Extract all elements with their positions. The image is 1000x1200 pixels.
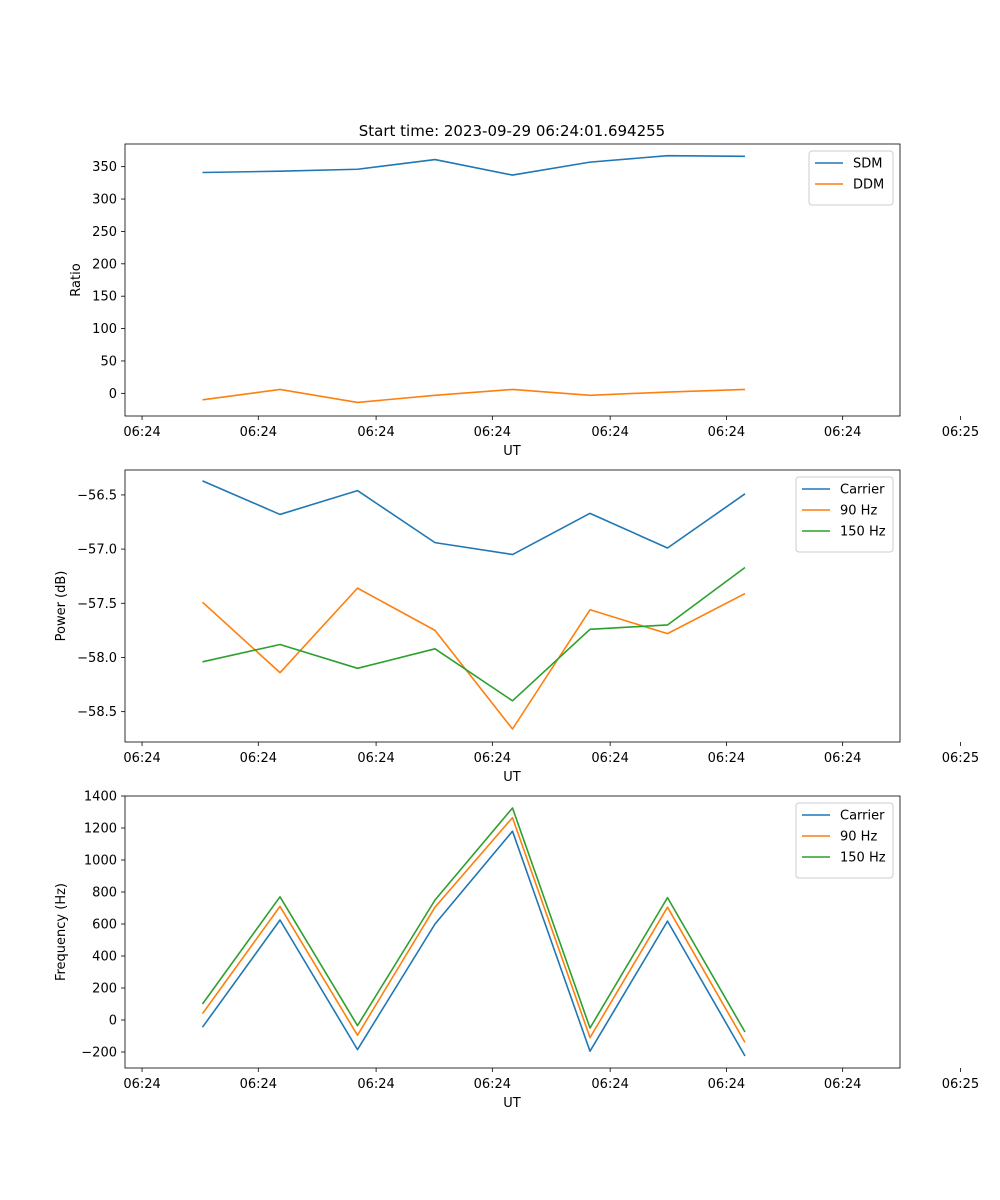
power-y-axis-label: Power (dB) xyxy=(54,571,69,642)
power-x-tick-label: 06:25 xyxy=(942,751,979,766)
ratio-y-tick-label: 350 xyxy=(92,160,117,175)
frequency-y-tick-label: −200 xyxy=(81,1046,117,1061)
ratio-legend: SDM DDM xyxy=(808,150,894,206)
frequency-x-tick-label: 06:24 xyxy=(240,1077,277,1092)
frequency-legend-box xyxy=(795,802,894,879)
power-y-tick-label: −58.5 xyxy=(77,705,117,720)
frequency-y-tick-label: 200 xyxy=(92,982,117,997)
power-axes-frame xyxy=(124,469,901,743)
power-y-tick-label: −56.5 xyxy=(77,488,117,503)
frequency-y-tick-label: 1400 xyxy=(84,790,117,805)
ratio-legend-ddm-label: DDM xyxy=(853,178,884,193)
ratio-y-tick-label: 100 xyxy=(92,322,117,337)
frequency-legend: Carrier 90 Hz 150 Hz xyxy=(795,802,894,879)
ratio-series-ddm-line xyxy=(202,388,746,404)
frequency-x-tick-label: 06:24 xyxy=(824,1077,861,1092)
power-y-tick-label: −57.0 xyxy=(77,543,117,558)
frequency-series-90-hz-line xyxy=(201,816,746,1043)
frequency-x-tick-label: 06:25 xyxy=(942,1077,979,1092)
figure-title: Start time: 2023-09-29 06:24:01.694255 xyxy=(359,122,665,140)
power-x-axis-label: UT xyxy=(503,770,521,785)
power-legend-90-hz-label: 90 Hz xyxy=(840,504,877,519)
ratio-x-tick-label: 06:24 xyxy=(240,425,277,440)
power-x-tick-label: 06:24 xyxy=(474,751,511,766)
frequency-y-tick-label: 0 xyxy=(109,1014,117,1029)
ratio-x-tick-label: 06:24 xyxy=(708,425,745,440)
ratio-y-tick-label: 50 xyxy=(100,354,117,369)
power-series-150-hz-line xyxy=(202,566,746,702)
power-legend-box xyxy=(795,476,894,553)
ratio-y-tick-label: 0 xyxy=(109,387,117,402)
frequency-y-tick-label: 1200 xyxy=(84,822,117,837)
power-legend-150-hz-label: 150 Hz xyxy=(840,525,886,540)
power-y-tick-label: −57.5 xyxy=(77,597,117,612)
frequency-y-tick-label: 800 xyxy=(92,886,117,901)
frequency-x-tick-label: 06:24 xyxy=(357,1077,394,1092)
ratio-x-tick-label: 06:25 xyxy=(942,425,979,440)
power-x-tick-label: 06:24 xyxy=(240,751,277,766)
ratio-y-tick-label: 300 xyxy=(92,193,117,208)
ratio-x-tick-label: 06:24 xyxy=(824,425,861,440)
frequency-x-tick-label: 06:24 xyxy=(123,1077,160,1092)
frequency-y-axis-label: Frequency (Hz) xyxy=(54,883,69,981)
frequency-y-tick-label: 400 xyxy=(92,950,117,965)
frequency-x-tick-label: 06:24 xyxy=(474,1077,511,1092)
frequency-series-150-hz-line xyxy=(201,807,746,1033)
frequency-y-tick-label: 1000 xyxy=(84,854,117,869)
power-x-tick-label: 06:24 xyxy=(824,751,861,766)
frequency-x-axis-label: UT xyxy=(503,1096,521,1111)
frequency-series-carrier-line xyxy=(201,830,746,1057)
frequency-legend-150-hz-label: 150 Hz xyxy=(840,851,886,866)
power-x-tick-label: 06:24 xyxy=(591,751,628,766)
ratio-panel: 0 50 100 150 200 250 300 350 06:24 06:24 06:24 06:2… xyxy=(69,143,979,459)
power-legend-carrier-label: Carrier xyxy=(840,483,885,498)
power-series-carrier-line xyxy=(202,480,746,556)
ratio-y-tick-label: 200 xyxy=(92,257,117,272)
frequency-legend-carrier-label: Carrier xyxy=(840,809,885,824)
frequency-axes-frame xyxy=(124,795,901,1069)
power-y-tick-label: −58.0 xyxy=(77,651,117,666)
frequency-x-tick-label: 06:24 xyxy=(591,1077,628,1092)
ratio-x-axis-label: UT xyxy=(503,444,521,459)
ratio-legend-box xyxy=(808,150,894,206)
power-legend: Carrier 90 Hz 150 Hz xyxy=(795,476,894,553)
frequency-x-tick-label: 06:24 xyxy=(708,1077,745,1092)
power-x-tick-label: 06:24 xyxy=(357,751,394,766)
ratio-series-sdm-line xyxy=(202,154,746,176)
ratio-y-axis-label: Ratio xyxy=(69,263,84,296)
ratio-axes-frame xyxy=(124,143,901,417)
power-series-90-hz-line xyxy=(201,587,746,730)
ratio-y-tick-label: 250 xyxy=(92,225,117,240)
ratio-x-tick-label: 06:24 xyxy=(123,425,160,440)
frequency-panel: −200 0 200 400 600 800 1000 1200 1400 06:24 06:24 0… xyxy=(54,790,979,1112)
power-x-tick-label: 06:24 xyxy=(123,751,160,766)
frequency-legend-90-hz-label: 90 Hz xyxy=(840,830,877,845)
power-x-tick-label: 06:24 xyxy=(708,751,745,766)
power-panel: −58.5 −58.0 −57.5 −57.0 −56.5 06:24 06:24 06:24… xyxy=(54,469,979,785)
frequency-y-tick-label: 600 xyxy=(92,918,117,933)
ratio-x-tick-label: 06:24 xyxy=(591,425,628,440)
ratio-legend-sdm-label: SDM xyxy=(853,157,882,172)
ratio-y-tick-label: 150 xyxy=(92,290,117,305)
ratio-x-tick-label: 06:24 xyxy=(357,425,394,440)
ratio-x-tick-label: 06:24 xyxy=(474,425,511,440)
